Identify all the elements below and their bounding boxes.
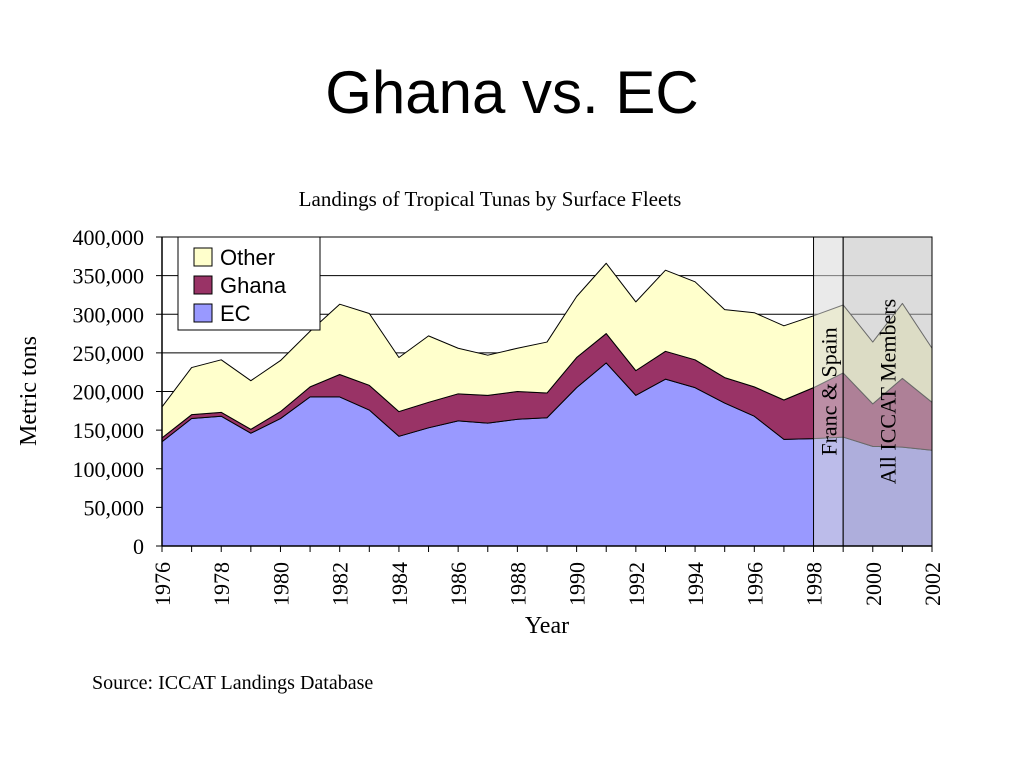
band-label: Franc & Spain	[816, 327, 841, 455]
y-tick-label: 50,000	[84, 495, 145, 520]
x-tick-label: 1992	[624, 562, 649, 606]
x-tick-label: 1986	[446, 562, 471, 606]
x-tick-label: 2002	[920, 562, 945, 606]
y-tick-label: 250,000	[73, 341, 145, 366]
y-tick-label: 400,000	[73, 225, 145, 250]
x-tick-label: 1978	[209, 562, 234, 606]
chart-title: Landings of Tropical Tunas by Surface Fl…	[298, 187, 682, 211]
y-axis-title: Metric tons	[16, 336, 42, 446]
x-tick-label: 2000	[861, 562, 886, 606]
legend-swatch-ec	[193, 303, 213, 323]
x-tick-label: 1990	[565, 562, 590, 606]
source-note: Source: ICCAT Landings Database	[92, 672, 374, 694]
y-tick-label: 200,000	[73, 380, 145, 405]
legend-label-ec: EC	[220, 301, 251, 326]
y-tick-label: 300,000	[73, 302, 145, 327]
legend-swatch-ghana	[193, 275, 213, 295]
x-tick-label: 1988	[505, 562, 530, 606]
band-label: All ICCAT Members	[876, 299, 901, 484]
y-tick-label: 150,000	[73, 418, 145, 443]
highlight-bands: Franc & Spain All ICCAT Members	[813, 236, 933, 547]
x-tick-label: 1998	[802, 562, 827, 606]
band-all-iccat-members	[842, 236, 933, 547]
y-tick-label: 0	[133, 534, 144, 559]
legend-swatch-other	[193, 247, 213, 267]
legend-label-other: Other	[220, 245, 275, 270]
axes: 0 50,000 100,000 150,000 200,000 250,000 300,0…	[73, 225, 946, 606]
slide-title: Ghana vs. EC	[325, 59, 699, 126]
x-tick-label: 1980	[268, 562, 293, 606]
legend: Other Ghana EC	[177, 236, 321, 331]
legend-label-ghana: Ghana	[220, 273, 287, 298]
x-axis-title: Year	[525, 613, 569, 639]
x-tick-label: 1994	[683, 562, 708, 606]
y-tick-label: 350,000	[73, 264, 145, 289]
x-tick-label: 1984	[387, 562, 412, 606]
x-tick-label: 1976	[150, 562, 175, 606]
x-tick-label: 1996	[742, 562, 767, 606]
x-tick-label: 1982	[328, 562, 353, 606]
y-tick-label: 100,000	[73, 457, 145, 482]
